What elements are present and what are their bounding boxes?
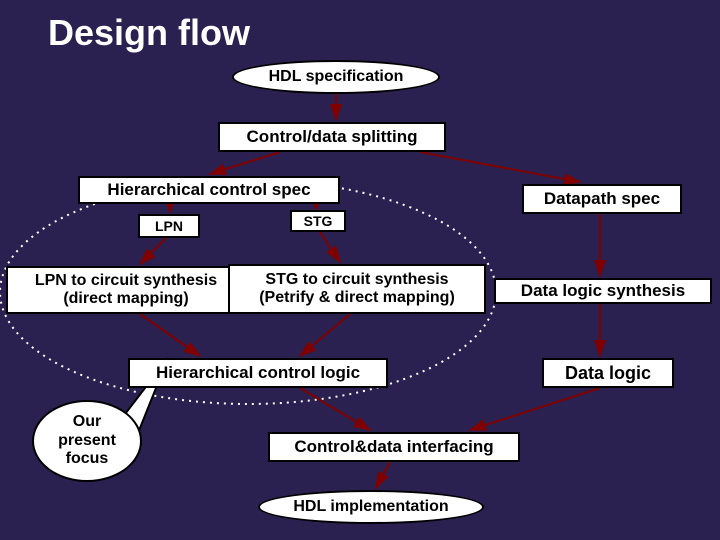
node-label: HDL implementation	[293, 498, 448, 516]
arrow	[300, 388, 370, 430]
node-datapath-spec: Datapath spec	[522, 184, 682, 214]
node-label: Data logic synthesis	[521, 281, 685, 301]
node-data-logic: Data logic	[542, 358, 674, 388]
node-stg-synth: STG to circuit synthesis (Petrify & dire…	[228, 264, 486, 314]
arrow	[420, 152, 580, 182]
callout-label: Our present focus	[58, 413, 116, 468]
node-hdl-impl: HDL implementation	[258, 490, 484, 524]
node-label: HDL specification	[269, 68, 404, 86]
node-hier-logic: Hierarchical control logic	[128, 358, 388, 388]
node-lpn: LPN	[138, 214, 200, 238]
node-label: LPN	[155, 218, 183, 234]
node-label: STG to circuit synthesis (Petrify & dire…	[259, 271, 455, 308]
node-lpn-synth: LPN to circuit synthesis (direct mapping…	[6, 266, 246, 314]
node-label: Control/data splitting	[247, 127, 418, 147]
node-hdl-spec: HDL specification	[232, 60, 440, 94]
arrow	[376, 462, 390, 488]
slide-title: Design flow	[48, 12, 250, 54]
node-label: Hierarchical control spec	[107, 180, 310, 200]
node-cd-split: Control/data splitting	[218, 122, 446, 152]
node-label: STG	[304, 213, 333, 229]
node-label: Control&data interfacing	[294, 437, 493, 457]
node-label: Data logic	[565, 363, 651, 384]
arrow	[140, 238, 166, 264]
arrow	[210, 152, 280, 174]
node-label: LPN to circuit synthesis (direct mapping…	[35, 272, 217, 309]
arrow	[470, 388, 600, 430]
arrow	[300, 314, 350, 356]
node-hier-spec: Hierarchical control spec	[78, 176, 340, 204]
callout-bubble: Our present focus	[32, 400, 142, 482]
node-data-synth: Data logic synthesis	[494, 278, 712, 304]
node-label: Datapath spec	[544, 189, 660, 209]
node-stg: STG	[290, 210, 346, 232]
arrow	[320, 232, 340, 262]
node-label: Hierarchical control logic	[156, 363, 360, 383]
node-interfacing: Control&data interfacing	[268, 432, 520, 462]
arrow	[140, 314, 200, 356]
